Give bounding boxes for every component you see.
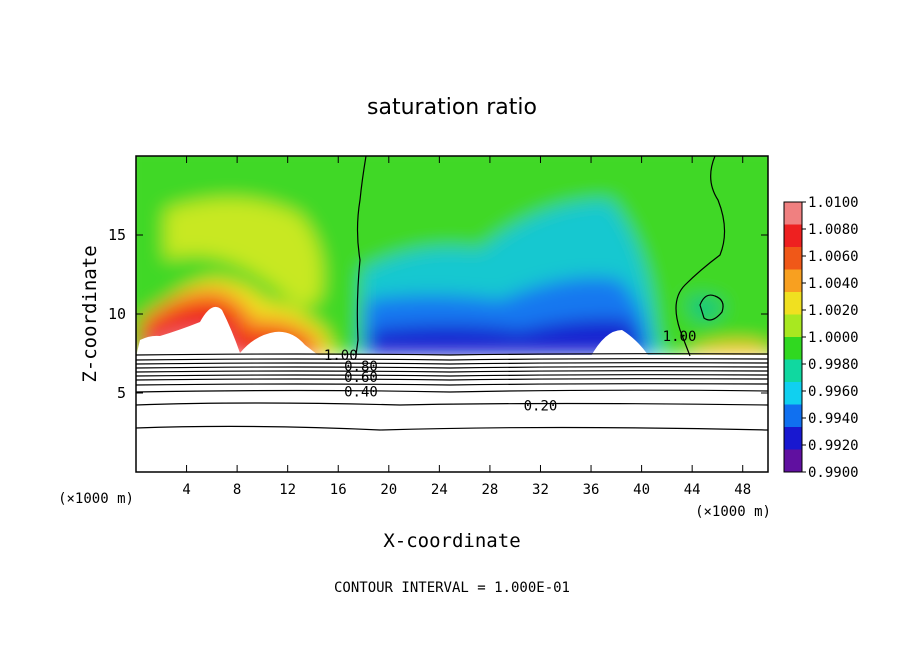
x-tick-label: 16 bbox=[330, 482, 347, 498]
x-tick-label: 32 bbox=[532, 482, 549, 498]
colorbar-label: 0.9980 bbox=[808, 357, 859, 373]
y-axis-ticks: 5 10 15 bbox=[108, 226, 768, 402]
x-tick-label: 20 bbox=[380, 482, 397, 498]
x-tick-label: 8 bbox=[233, 482, 241, 498]
colorbar-swatch bbox=[784, 427, 802, 450]
colorbar-label: 0.9960 bbox=[808, 384, 859, 400]
colorbar-swatch bbox=[784, 202, 802, 225]
colorbar-swatch bbox=[784, 359, 802, 383]
colorbar-label: 0.9940 bbox=[808, 411, 859, 427]
x-tick-label: 36 bbox=[583, 482, 600, 498]
contour-label: 0.60 bbox=[344, 370, 378, 386]
x-tick-label: 12 bbox=[279, 482, 296, 498]
colorbar-label: 1.0100 bbox=[808, 195, 859, 211]
chart-title: saturation ratio bbox=[367, 95, 537, 120]
colorbar-swatch bbox=[784, 449, 802, 473]
colorbar-label: 1.0060 bbox=[808, 249, 859, 265]
x-tick-label: 48 bbox=[734, 482, 751, 498]
colorbar-label: 1.0000 bbox=[808, 330, 859, 346]
contour-label: 0.20 bbox=[524, 399, 558, 415]
contour-label: 0.80 bbox=[344, 359, 378, 375]
colorbar-label: 0.9900 bbox=[808, 465, 859, 481]
contour-label: 1.00 bbox=[324, 348, 358, 364]
contour-labels: 1.000.800.600.400.201.00 bbox=[324, 329, 696, 415]
y-tick-label: 10 bbox=[108, 305, 126, 323]
x-tick-label: 28 bbox=[481, 482, 498, 498]
colorbar-swatch bbox=[784, 382, 802, 405]
contour-label: 0.40 bbox=[344, 384, 378, 400]
heatmap-field bbox=[136, 156, 768, 472]
contour-interval-note: CONTOUR INTERVAL = 1.000E-01 bbox=[334, 580, 570, 596]
colorbar-swatch bbox=[784, 314, 802, 338]
plot-area: 1.000.800.600.400.201.00 4 8 12 16 20 24 28 32 3… bbox=[108, 155, 769, 498]
x-units-right: (×1000 m) bbox=[695, 504, 771, 520]
x-tick-label: 40 bbox=[633, 482, 650, 498]
colorbar-label: 0.9920 bbox=[808, 438, 859, 454]
y-tick-label: 15 bbox=[108, 226, 126, 244]
y-axis-label: Z-coordinate bbox=[79, 245, 101, 382]
x-tick-label: 44 bbox=[684, 482, 701, 498]
colorbar: 1.0100 1.0080 1.0060 1.0040 1.0020 1.0000 0.99… bbox=[783, 195, 859, 481]
colorbar-swatch bbox=[784, 337, 802, 360]
colorbar-label: 1.0040 bbox=[808, 276, 859, 292]
colorbar-swatch bbox=[784, 292, 802, 315]
y-tick-label: 5 bbox=[117, 384, 126, 402]
x-units-left: (×1000 m) bbox=[58, 491, 134, 507]
x-tick-label: 4 bbox=[182, 482, 190, 498]
colorbar-label: 1.0080 bbox=[808, 222, 859, 238]
x-axis-label: X-coordinate bbox=[383, 530, 520, 552]
colorbar-swatch bbox=[784, 247, 802, 270]
colorbar-swatch bbox=[784, 404, 802, 428]
colorbar-swatch bbox=[784, 269, 802, 293]
colorbar-label: 1.0020 bbox=[808, 303, 859, 319]
x-tick-label: 24 bbox=[431, 482, 448, 498]
contour-label: 1.00 bbox=[663, 329, 697, 345]
colorbar-swatch bbox=[784, 224, 802, 248]
x-axis-ticks: 4 8 12 16 20 24 28 32 36 40 44 48 bbox=[182, 156, 751, 498]
